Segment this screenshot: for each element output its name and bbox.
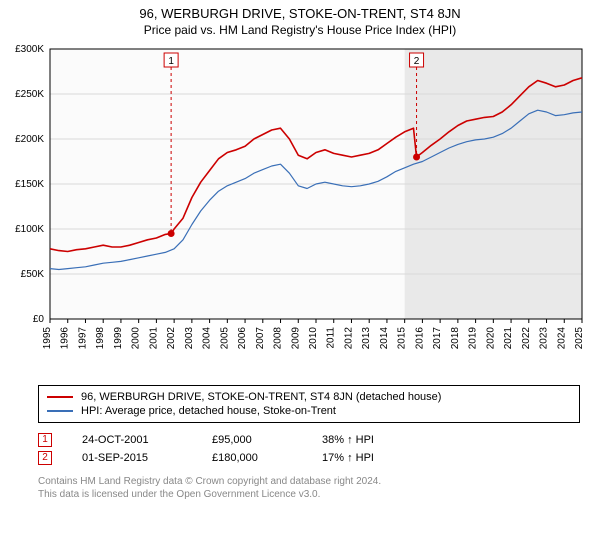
footer-line: This data is licensed under the Open Gov… [38, 488, 580, 501]
svg-text:2: 2 [414, 56, 420, 67]
svg-text:1998: 1998 [95, 327, 106, 350]
svg-text:2022: 2022 [521, 327, 532, 350]
svg-text:2023: 2023 [539, 327, 550, 350]
legend: 96, WERBURGH DRIVE, STOKE-ON-TRENT, ST4 … [38, 385, 580, 423]
sale-date: 01-SEP-2015 [82, 452, 182, 464]
svg-text:2016: 2016 [414, 327, 425, 350]
legend-item: 96, WERBURGH DRIVE, STOKE-ON-TRENT, ST4 … [47, 390, 571, 404]
svg-text:2021: 2021 [503, 327, 514, 350]
svg-text:£50K: £50K [21, 269, 45, 280]
svg-text:2012: 2012 [343, 327, 354, 350]
svg-text:1999: 1999 [113, 327, 124, 350]
footer-line: Contains HM Land Registry data © Crown c… [38, 475, 580, 488]
attribution-footer: Contains HM Land Registry data © Crown c… [38, 475, 580, 501]
legend-label: HPI: Average price, detached house, Stok… [81, 405, 336, 417]
svg-text:2005: 2005 [219, 327, 230, 350]
svg-text:2020: 2020 [485, 327, 496, 350]
svg-text:2000: 2000 [131, 327, 142, 350]
svg-text:2017: 2017 [432, 327, 443, 350]
svg-text:£300K: £300K [15, 44, 44, 55]
svg-text:1997: 1997 [77, 327, 88, 350]
svg-text:2002: 2002 [166, 327, 177, 350]
svg-text:2007: 2007 [255, 327, 266, 350]
legend-label: 96, WERBURGH DRIVE, STOKE-ON-TRENT, ST4 … [81, 391, 441, 403]
sale-hpi: 17% ↑ HPI [322, 452, 374, 464]
svg-text:1995: 1995 [42, 327, 53, 350]
svg-text:£100K: £100K [15, 224, 44, 235]
sale-price: £180,000 [212, 452, 292, 464]
svg-text:£250K: £250K [15, 89, 44, 100]
svg-text:£150K: £150K [15, 179, 44, 190]
svg-text:2008: 2008 [273, 327, 284, 350]
price-chart: £0 £50K £100K £150K £200K £250K £300K 1995 1996 1… [0, 39, 600, 379]
svg-text:2011: 2011 [326, 327, 337, 349]
svg-text:2015: 2015 [397, 327, 408, 350]
svg-text:2014: 2014 [379, 327, 390, 350]
sale-marker: 2 [38, 451, 52, 465]
sale-price: £95,000 [212, 434, 292, 446]
sale-row: 1 24-OCT-2001 £95,000 38% ↑ HPI [38, 431, 580, 449]
sale-date: 24-OCT-2001 [82, 434, 182, 446]
chart-subtitle: Price paid vs. HM Land Registry's House … [0, 23, 600, 37]
svg-text:2009: 2009 [290, 327, 301, 350]
sales-list: 1 24-OCT-2001 £95,000 38% ↑ HPI 2 01-SEP-2015… [38, 431, 580, 467]
svg-text:2025: 2025 [574, 327, 585, 350]
svg-text:1: 1 [168, 56, 174, 67]
svg-text:2003: 2003 [184, 327, 195, 350]
svg-text:£0: £0 [33, 314, 45, 325]
svg-text:2019: 2019 [468, 327, 479, 350]
svg-text:2013: 2013 [361, 327, 372, 350]
legend-item: HPI: Average price, detached house, Stok… [47, 404, 571, 418]
svg-text:2018: 2018 [450, 327, 461, 350]
sale-hpi: 38% ↑ HPI [322, 434, 374, 446]
svg-text:2010: 2010 [308, 327, 319, 350]
chart-title: 96, WERBURGH DRIVE, STOKE-ON-TRENT, ST4 … [0, 6, 600, 21]
svg-text:2001: 2001 [148, 327, 159, 350]
svg-text:2006: 2006 [237, 327, 248, 350]
svg-text:2024: 2024 [556, 327, 567, 350]
svg-text:£200K: £200K [15, 134, 44, 145]
sale-marker: 1 [38, 433, 52, 447]
legend-swatch [47, 396, 73, 398]
sale-row: 2 01-SEP-2015 £180,000 17% ↑ HPI [38, 449, 580, 467]
legend-swatch [47, 410, 73, 412]
svg-text:2004: 2004 [202, 327, 213, 350]
svg-text:1996: 1996 [60, 327, 71, 350]
